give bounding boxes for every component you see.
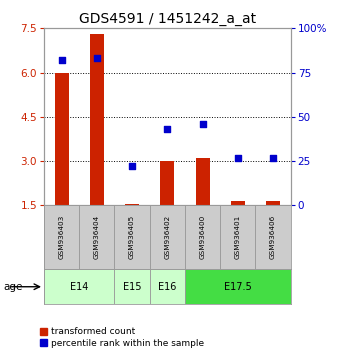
Bar	[54, 73, 69, 205]
Text: E17.5: E17.5	[224, 282, 252, 292]
Bar	[115, 205, 150, 269]
Point	[235, 155, 241, 160]
Text: age: age	[3, 282, 23, 292]
Text: GSM936406: GSM936406	[270, 215, 276, 259]
Point	[59, 57, 64, 63]
Text: GSM936404: GSM936404	[94, 215, 100, 259]
Text: GSM936405: GSM936405	[129, 215, 135, 259]
Bar	[256, 205, 291, 269]
Point	[165, 126, 170, 132]
Bar	[195, 158, 210, 205]
Bar	[160, 161, 174, 205]
Bar	[44, 205, 79, 269]
Text: GSM936402: GSM936402	[164, 215, 170, 259]
Point	[270, 155, 276, 160]
Bar	[150, 269, 185, 304]
Text: GSM936403: GSM936403	[58, 215, 65, 259]
Bar	[115, 269, 150, 304]
Text: E15: E15	[123, 282, 141, 292]
Text: E14: E14	[70, 282, 88, 292]
Bar	[44, 269, 115, 304]
Text: GSM936400: GSM936400	[199, 215, 206, 259]
Point	[200, 121, 205, 127]
Bar	[231, 201, 245, 205]
Bar	[185, 269, 291, 304]
Legend: transformed count, percentile rank within the sample: transformed count, percentile rank withi…	[38, 326, 206, 349]
Bar	[125, 204, 139, 205]
Text: GSM936401: GSM936401	[235, 215, 241, 259]
Bar	[220, 205, 256, 269]
Title: GDS4591 / 1451242_a_at: GDS4591 / 1451242_a_at	[79, 12, 256, 26]
Bar	[79, 205, 115, 269]
Bar	[90, 34, 104, 205]
Point	[129, 164, 135, 169]
Point	[94, 56, 99, 61]
Bar	[266, 201, 280, 205]
Text: E16: E16	[158, 282, 176, 292]
Bar	[185, 205, 220, 269]
Bar	[150, 205, 185, 269]
